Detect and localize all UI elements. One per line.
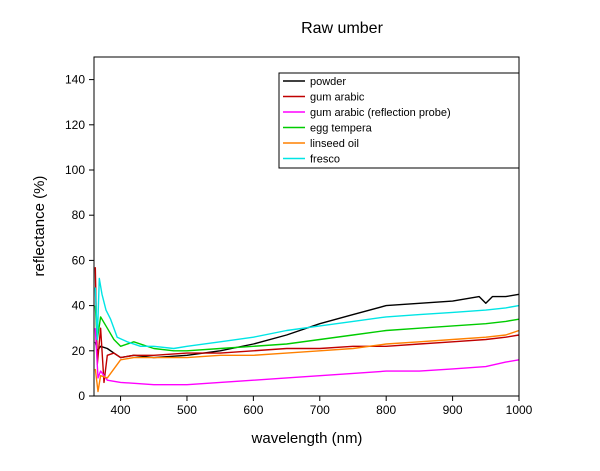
series-line-1 bbox=[94, 267, 520, 384]
series-line-3 bbox=[94, 305, 520, 352]
plot-frame bbox=[93, 56, 520, 397]
y-tick-label: 80 bbox=[72, 208, 86, 222]
x-tick-label: 400 bbox=[111, 403, 131, 417]
legend-box bbox=[278, 72, 520, 169]
legend-label: powder bbox=[310, 76, 346, 88]
series-layer bbox=[94, 267, 520, 393]
y-tick-label: 140 bbox=[65, 73, 85, 87]
y-tick-label: 20 bbox=[72, 344, 86, 358]
legend-label: egg tempera bbox=[310, 123, 373, 135]
y-tick-label: 0 bbox=[78, 389, 85, 403]
x-tick-label: 1000 bbox=[506, 403, 533, 417]
y-axis-ticks: 0 20 40 60 80 100 120 140 bbox=[65, 73, 94, 403]
x-axis-label: wavelength (nm) bbox=[251, 430, 363, 447]
plot-area: 400 500 600 700 800 900 1000 0 20 40 60 80 100 120 14… bbox=[65, 56, 533, 417]
x-tick-label: 500 bbox=[177, 403, 197, 417]
legend-label: gum arabic (reflection probe) bbox=[310, 107, 451, 119]
y-tick-label: 60 bbox=[72, 253, 86, 267]
series-line-2 bbox=[94, 328, 520, 386]
y-axis-label: reflectance (%) bbox=[31, 176, 48, 277]
series-line-5 bbox=[94, 277, 520, 350]
series-line-4 bbox=[94, 329, 520, 393]
chart-title: Raw umber bbox=[301, 20, 383, 37]
y-tick-label: 120 bbox=[65, 118, 85, 132]
legend-label: linseed oil bbox=[310, 138, 359, 150]
x-tick-label: 700 bbox=[310, 403, 330, 417]
legend-label: gum arabic bbox=[310, 92, 365, 104]
legend: powder gum arabic gum arabic (reflection p… bbox=[278, 72, 520, 169]
x-axis-ticks: 400 500 600 700 800 900 1000 bbox=[111, 396, 533, 417]
legend-label: fresco bbox=[310, 154, 340, 166]
y-tick-label: 100 bbox=[65, 163, 85, 177]
x-tick-label: 600 bbox=[243, 403, 263, 417]
x-tick-label: 800 bbox=[376, 403, 396, 417]
series-line-0 bbox=[94, 293, 520, 359]
x-tick-label: 900 bbox=[443, 403, 463, 417]
y-tick-label: 40 bbox=[72, 299, 86, 313]
